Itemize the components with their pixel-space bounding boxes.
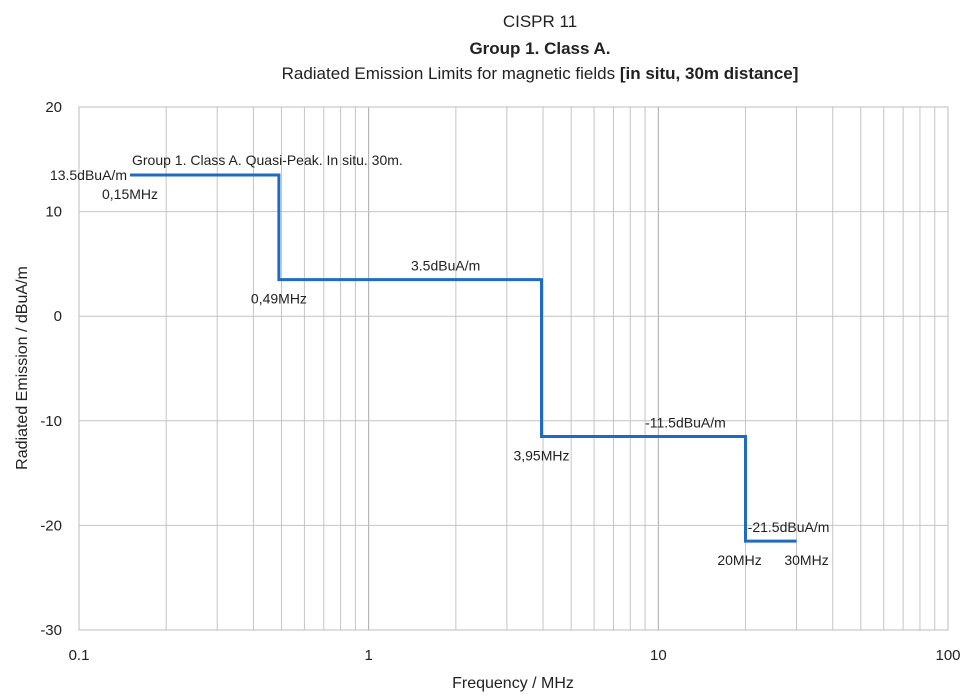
data-annotation: 3,95MHz (513, 447, 569, 463)
x-tick-label: 10 (650, 647, 667, 664)
data-annotation: 20MHz (717, 552, 761, 568)
chart-annotations: Group 1. Class A. Quasi-Peak. In situ. 3… (50, 152, 829, 568)
y-tick-label: 0 (54, 308, 62, 325)
chart-title-line3-text: Radiated Emission Limits for magnetic fi… (281, 64, 620, 83)
data-annotation: 30MHz (784, 552, 828, 568)
chart-series (130, 173, 797, 543)
chart-title-line2: Group 1. Class A. (469, 39, 611, 58)
chart-title-line1: CISPR 11 (502, 12, 578, 31)
limit-line (130, 173, 797, 543)
y-tick-label: 20 (45, 99, 62, 116)
series-name-label: Group 1. Class A. Quasi-Peak. In situ. 3… (132, 152, 403, 168)
data-annotation: 3.5dBuA/m (411, 258, 480, 274)
data-annotation: 13.5dBuA/m (50, 167, 127, 183)
data-annotation: -11.5dBuA/m (645, 414, 726, 430)
chart-title-line3-bold: [in situ, 30m distance] (619, 64, 799, 83)
y-tick-label: -20 (40, 517, 62, 534)
x-axis-label: Frequency / MHz (452, 675, 574, 692)
chart-title-line3: Radiated Emission Limits for magnetic fi… (240, 64, 840, 84)
x-tick-label: 1 (364, 647, 372, 664)
data-annotation: 0,49MHz (251, 291, 307, 307)
data-annotation: 0,15MHz (102, 186, 158, 202)
data-annotation: -21.5dBuA/m (748, 519, 830, 535)
plot-area-border (78, 106, 949, 631)
y-tick-label: -30 (40, 622, 62, 639)
x-tick-label: 100 (935, 647, 960, 664)
y-axis-label: Radiated Emission / dBuA/m (14, 266, 31, 470)
y-tick-label: 10 (45, 204, 62, 221)
y-tick-label: -10 (40, 413, 62, 430)
x-tick-label: 0.1 (69, 647, 90, 664)
chart-grid (79, 107, 948, 630)
